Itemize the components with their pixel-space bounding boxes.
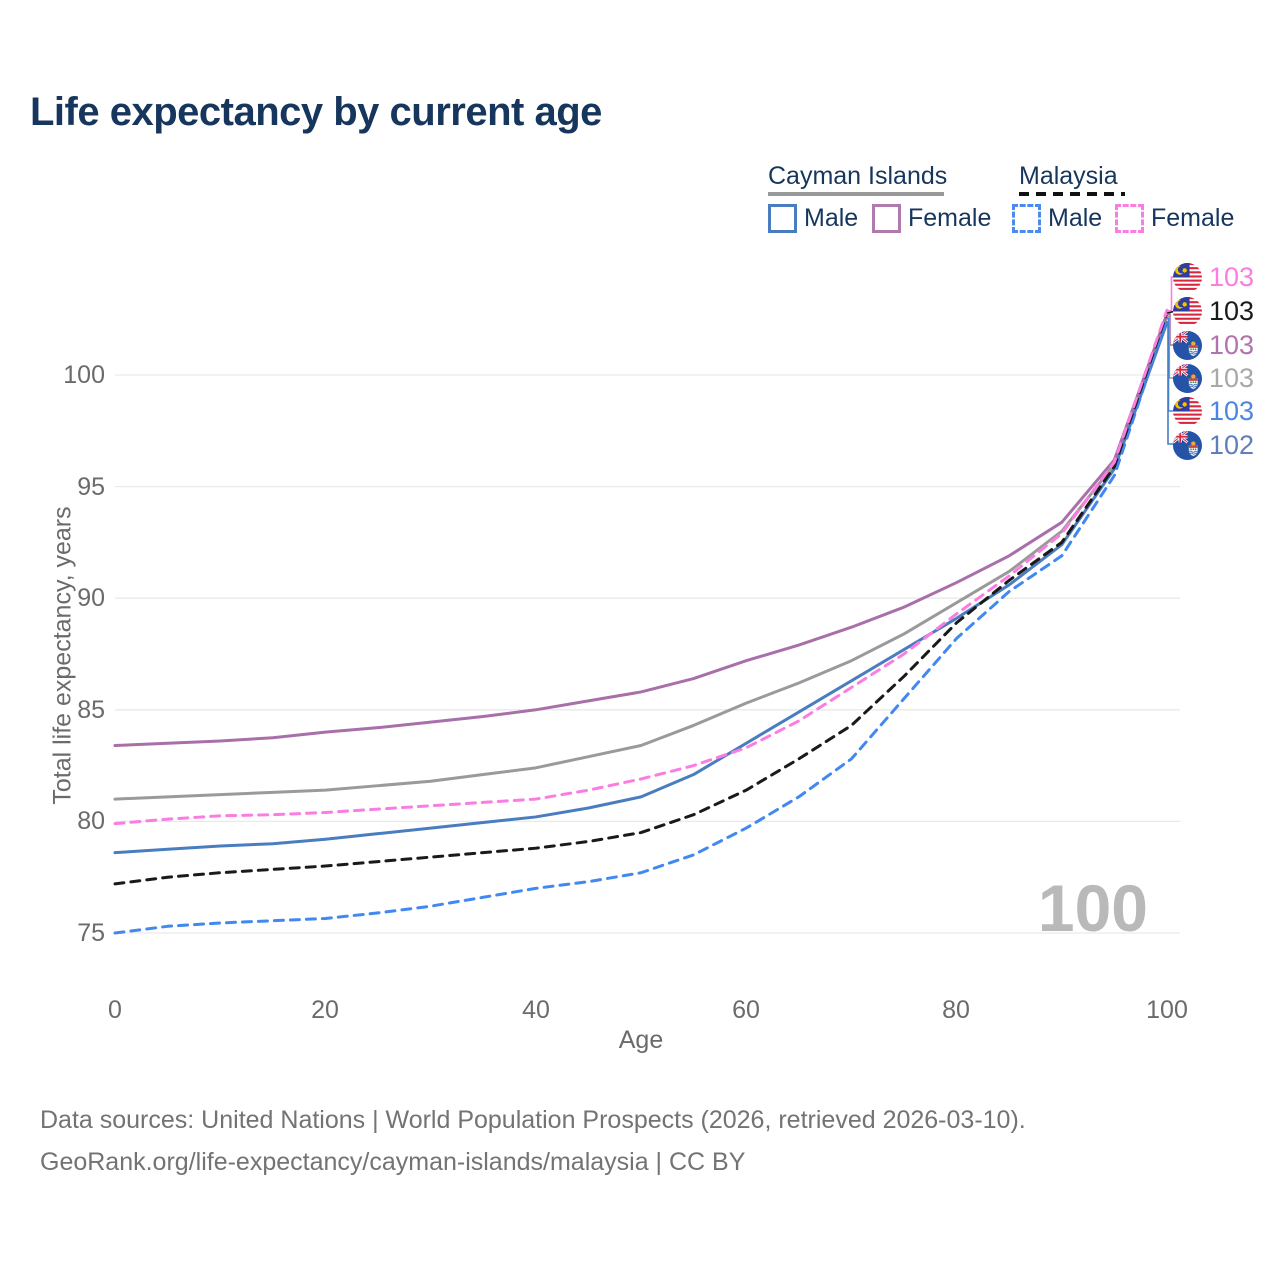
end-label-cayman-male: 102 xyxy=(1173,430,1254,460)
y-tick-80: 80 xyxy=(77,807,105,835)
legend-item-malaysia-female[interactable]: Female xyxy=(1115,204,1234,233)
cayman-islands-flag-icon xyxy=(1173,431,1202,460)
attribution-link[interactable]: GeoRank.org/life-expectancy/cayman-islan… xyxy=(40,1148,746,1176)
malaysia-female-swatch xyxy=(1115,204,1144,233)
legend-label: Male xyxy=(804,204,859,232)
age-watermark: 100 xyxy=(1037,871,1148,945)
x-tick-40: 40 xyxy=(522,996,550,1024)
end-label-cayman-female: 103 xyxy=(1173,330,1254,360)
line-malaysia-both[interactable] xyxy=(113,311,1169,886)
cayman-male-swatch xyxy=(768,204,797,233)
line-cayman-islands-female[interactable] xyxy=(113,312,1169,748)
y-tick-95: 95 xyxy=(77,473,105,501)
line-cayman-islands-both[interactable] xyxy=(113,314,1169,801)
malaysia-male-swatch xyxy=(1012,204,1041,233)
end-value: 103 xyxy=(1209,329,1255,360)
malaysia-flag-icon xyxy=(1173,263,1202,292)
malaysia-flag-icon xyxy=(1173,297,1202,326)
end-value: 102 xyxy=(1209,429,1255,460)
x-tick-60: 60 xyxy=(732,996,760,1024)
end-label-malaysia: 103 xyxy=(1173,296,1254,326)
gridlines xyxy=(115,374,1180,934)
legend-line-sample-cayman xyxy=(768,192,944,196)
line-cayman-islands-male[interactable] xyxy=(113,321,1169,855)
end-value: 103 xyxy=(1209,362,1255,393)
legend-country-malaysia: Malaysia xyxy=(1019,162,1118,190)
x-axis-label: Age xyxy=(618,1026,664,1054)
legend-item-malaysia-male[interactable]: Male xyxy=(1012,204,1102,233)
line-malaysia-female[interactable] xyxy=(113,308,1169,826)
legend-country-cayman-islands: Cayman Islands xyxy=(768,162,948,190)
legend-item-cayman-female[interactable]: Female xyxy=(872,204,991,233)
end-label-malaysia-male: 103 xyxy=(1173,396,1254,426)
legend-label: Male xyxy=(1048,204,1103,232)
end-value: 103 xyxy=(1209,395,1255,426)
y-tick-85: 85 xyxy=(77,696,105,724)
y-tick-90: 90 xyxy=(77,584,105,612)
cayman-female-swatch xyxy=(872,204,901,233)
x-tick-100: 100 xyxy=(1146,996,1188,1024)
legend-label: Female xyxy=(1151,204,1235,232)
legend-line-sample-malaysia xyxy=(1019,192,1125,196)
malaysia-flag-icon xyxy=(1173,397,1202,426)
end-label-cayman: 103 xyxy=(1173,363,1254,393)
cayman-islands-flag-icon xyxy=(1173,364,1202,393)
x-tick-0: 0 xyxy=(108,996,122,1024)
x-tick-80: 80 xyxy=(942,996,970,1024)
legend-item-cayman-male[interactable]: Male xyxy=(768,204,858,233)
end-value: 103 xyxy=(1209,295,1255,326)
y-axis-label: Total life expectancy, years xyxy=(48,506,77,805)
y-tick-75: 75 xyxy=(77,919,105,947)
x-tick-20: 20 xyxy=(311,996,339,1024)
y-tick-100: 100 xyxy=(63,361,105,389)
end-value: 103 xyxy=(1209,261,1255,292)
end-label-malaysia-female: 103 xyxy=(1173,262,1254,292)
line-malaysia-male[interactable] xyxy=(113,316,1169,935)
data-sources-text: Data sources: United Nations | World Pop… xyxy=(40,1106,1026,1134)
cayman-islands-flag-icon xyxy=(1173,331,1202,360)
page-title: Life expectancy by current age xyxy=(30,90,602,134)
legend-label: Female xyxy=(908,204,992,232)
